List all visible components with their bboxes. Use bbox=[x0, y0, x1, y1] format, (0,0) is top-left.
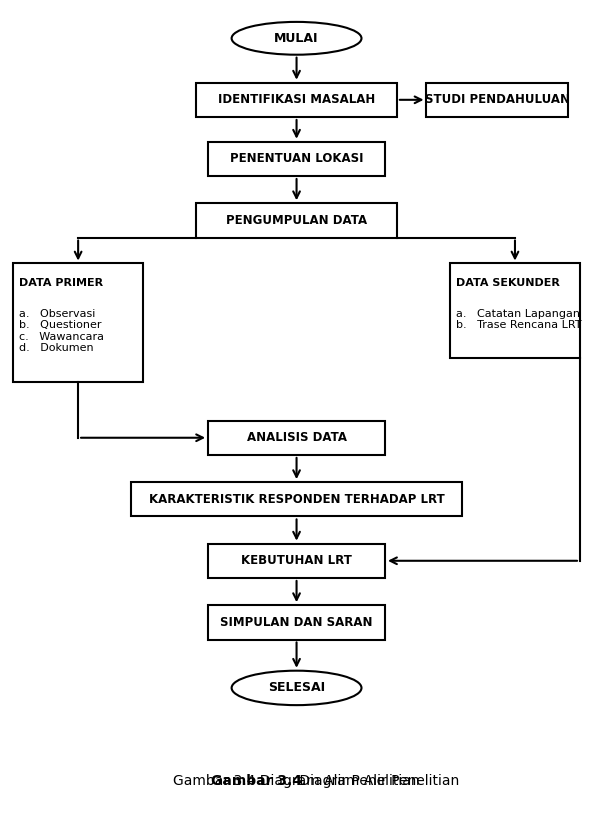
Text: PENGUMPULAN DATA: PENGUMPULAN DATA bbox=[226, 214, 367, 227]
Text: ANALISIS DATA: ANALISIS DATA bbox=[246, 431, 346, 444]
Ellipse shape bbox=[232, 671, 362, 705]
Ellipse shape bbox=[232, 22, 362, 54]
Text: PENENTUAN LOKASI: PENENTUAN LOKASI bbox=[230, 152, 364, 165]
Text: a.   Observasi
b.   Questioner
c.   Wawancara
d.   Dokumen: a. Observasi b. Questioner c. Wawancara … bbox=[19, 309, 104, 353]
Text: KARAKTERISTIK RESPONDEN TERHADAP LRT: KARAKTERISTIK RESPONDEN TERHADAP LRT bbox=[149, 493, 445, 506]
Text: a.   Catatan Lapangan
b.   Trase Rencana LRT: a. Catatan Lapangan b. Trase Rencana LRT bbox=[456, 309, 581, 330]
FancyBboxPatch shape bbox=[196, 82, 397, 117]
FancyBboxPatch shape bbox=[13, 263, 143, 383]
FancyBboxPatch shape bbox=[450, 263, 580, 358]
FancyBboxPatch shape bbox=[208, 142, 385, 176]
Text: DATA PRIMER: DATA PRIMER bbox=[19, 278, 103, 288]
Text: KEBUTUHAN LRT: KEBUTUHAN LRT bbox=[241, 554, 352, 567]
Text: DATA SEKUNDER: DATA SEKUNDER bbox=[456, 278, 560, 288]
Text: Gambar 3.4: Gambar 3.4 bbox=[211, 774, 302, 788]
FancyBboxPatch shape bbox=[196, 203, 397, 238]
Text: Diagram Alir Penelitian: Diagram Alir Penelitian bbox=[295, 774, 459, 788]
Text: MULAI: MULAI bbox=[274, 32, 319, 44]
FancyBboxPatch shape bbox=[208, 605, 385, 639]
FancyBboxPatch shape bbox=[208, 421, 385, 455]
Text: SIMPULAN DAN SARAN: SIMPULAN DAN SARAN bbox=[220, 616, 373, 629]
FancyBboxPatch shape bbox=[208, 543, 385, 578]
Text: Gambar 3.4 Diagram Alir Penelitian: Gambar 3.4 Diagram Alir Penelitian bbox=[173, 774, 420, 788]
Text: IDENTIFIKASI MASALAH: IDENTIFIKASI MASALAH bbox=[218, 93, 375, 106]
FancyBboxPatch shape bbox=[131, 482, 462, 517]
FancyBboxPatch shape bbox=[426, 82, 568, 117]
Text: STUDI PENDAHULUAN: STUDI PENDAHULUAN bbox=[425, 93, 570, 106]
Text: SELESAI: SELESAI bbox=[268, 681, 325, 695]
